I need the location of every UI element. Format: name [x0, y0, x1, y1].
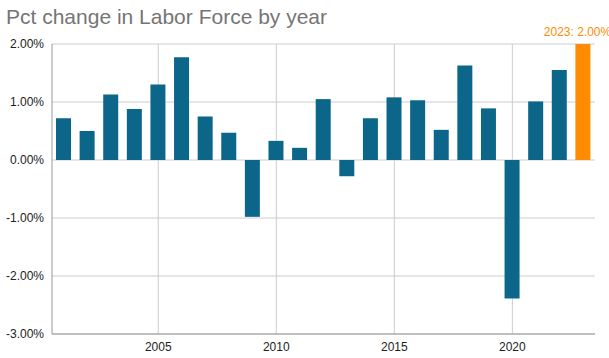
svg-text:2010: 2010 [263, 340, 290, 354]
svg-text:-1.00%: -1.00% [8, 211, 44, 225]
svg-text:2015: 2015 [381, 340, 408, 354]
svg-text:0.00%: 0.00% [10, 153, 44, 167]
svg-text:-2.00%: -2.00% [8, 269, 44, 283]
svg-text:2020: 2020 [499, 340, 526, 354]
svg-text:-3.00%: -3.00% [8, 327, 44, 341]
html-text:Pct change in Labor Force by y: Pct change in Labor Force by year [6, 5, 327, 28]
svg-text:1.00%: 1.00% [10, 95, 44, 109]
svg-text:2.00%: 2.00% [10, 37, 44, 51]
svg-text:2023: 2.00%: 2023: 2.00% [544, 25, 601, 39]
svg-text:2005: 2005 [145, 340, 172, 354]
